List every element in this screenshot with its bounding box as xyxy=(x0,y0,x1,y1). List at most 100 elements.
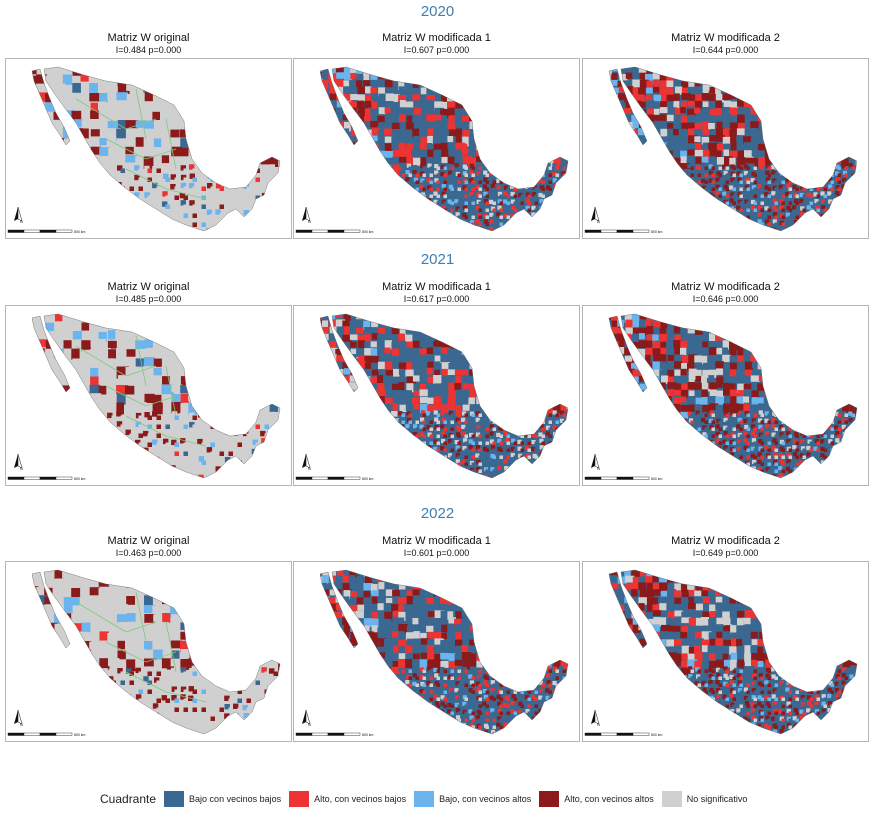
municipality-cell xyxy=(81,340,91,352)
municipality-cell xyxy=(80,92,94,101)
municipality-cell xyxy=(625,150,632,159)
municipality-cell xyxy=(225,367,236,380)
municipality-cell xyxy=(704,222,708,226)
municipality-cell xyxy=(143,475,150,478)
municipality-cell xyxy=(489,333,499,343)
municipality-cell xyxy=(775,237,779,240)
municipality-cell xyxy=(55,101,65,111)
municipality-cell xyxy=(461,121,468,130)
municipality-cell xyxy=(238,232,243,237)
municipality-cell xyxy=(108,349,118,360)
municipality-cell xyxy=(278,393,280,403)
municipality-cell xyxy=(746,173,750,177)
municipality-cell xyxy=(617,163,624,172)
municipality-cell xyxy=(180,200,186,206)
municipality-cell xyxy=(335,397,345,406)
municipality-cell xyxy=(567,73,568,83)
municipality-cell xyxy=(407,107,413,115)
municipality-cell xyxy=(690,222,694,226)
municipality-cell xyxy=(350,129,361,138)
municipality-cell xyxy=(413,165,418,170)
municipality-cell xyxy=(161,110,171,123)
municipality-cell xyxy=(440,355,449,363)
municipality-cell xyxy=(841,87,849,95)
municipality-cell xyxy=(441,333,448,340)
municipality-cell xyxy=(80,219,89,229)
municipality-cell xyxy=(320,136,322,145)
municipality-cell xyxy=(385,424,393,433)
municipality-cell xyxy=(130,232,135,237)
municipality-cell xyxy=(680,150,687,160)
municipality-cell xyxy=(552,425,557,430)
municipality-cell xyxy=(398,438,403,443)
municipality-cell xyxy=(180,314,192,326)
scale-bar: 800 km xyxy=(7,476,86,481)
municipality-cell xyxy=(413,88,422,95)
municipality-cell xyxy=(401,222,405,226)
municipality-cell xyxy=(45,192,55,205)
municipality-cell xyxy=(715,227,720,231)
municipality-cell xyxy=(441,213,447,218)
municipality-cell xyxy=(461,411,467,416)
municipality-cell xyxy=(461,459,466,464)
municipality-cell xyxy=(841,226,846,231)
municipality-cell xyxy=(371,170,381,178)
municipality-cell xyxy=(717,233,721,237)
municipality-cell xyxy=(138,433,143,438)
municipality-cell xyxy=(517,142,527,149)
municipality-cell xyxy=(688,135,698,144)
municipality-cell xyxy=(781,208,785,212)
municipality-cell xyxy=(243,111,252,122)
municipality-cell xyxy=(153,228,159,231)
municipality-cell xyxy=(126,339,136,348)
municipality-cell xyxy=(443,222,447,226)
municipality-cell xyxy=(427,135,433,144)
municipality-cell xyxy=(827,67,836,75)
municipality-cell xyxy=(413,226,418,231)
municipality-cell xyxy=(441,67,448,75)
municipality-cell xyxy=(864,207,868,211)
municipality-cell xyxy=(321,212,327,221)
municipality-cell xyxy=(135,421,141,428)
municipality-cell xyxy=(837,180,841,184)
municipality-cell xyxy=(350,164,358,173)
municipality-cell xyxy=(510,108,521,118)
municipality-cell xyxy=(126,475,132,478)
municipality-cell xyxy=(788,208,792,212)
municipality-cell xyxy=(618,74,628,81)
municipality-cell xyxy=(170,156,181,167)
municipality-cell xyxy=(54,403,66,413)
municipality-cell xyxy=(792,214,797,219)
municipality-cell xyxy=(201,213,206,218)
municipality-cell xyxy=(356,129,363,138)
municipality-cell xyxy=(450,420,454,424)
municipality-cell xyxy=(343,80,351,88)
municipality-cell xyxy=(197,138,208,150)
municipality-cell xyxy=(279,218,280,224)
municipality-cell xyxy=(611,170,620,181)
municipality-cell xyxy=(821,157,831,165)
municipality-cell xyxy=(421,410,426,415)
municipality-cell xyxy=(761,237,765,240)
municipality-cell xyxy=(198,358,210,368)
municipality-cell xyxy=(815,220,820,225)
municipality-cell xyxy=(349,86,359,95)
municipality-cell xyxy=(489,396,497,405)
municipality-cell xyxy=(162,402,173,415)
municipality-cell xyxy=(179,102,190,115)
municipality-cell xyxy=(335,404,344,414)
municipality-cell xyxy=(399,67,409,75)
municipality-cell xyxy=(72,137,83,149)
municipality-cell xyxy=(72,83,81,93)
municipality-cell xyxy=(398,431,403,436)
municipality-cell xyxy=(192,186,197,191)
municipality-cell xyxy=(125,394,137,405)
municipality-cell xyxy=(370,411,380,422)
municipality-cell xyxy=(120,451,125,456)
municipality-cell xyxy=(125,385,135,395)
municipality-cell xyxy=(511,377,520,385)
municipality-cell xyxy=(192,168,197,173)
municipality-cell xyxy=(475,219,480,224)
municipality-cell xyxy=(90,457,101,469)
municipality-cell xyxy=(709,198,714,203)
